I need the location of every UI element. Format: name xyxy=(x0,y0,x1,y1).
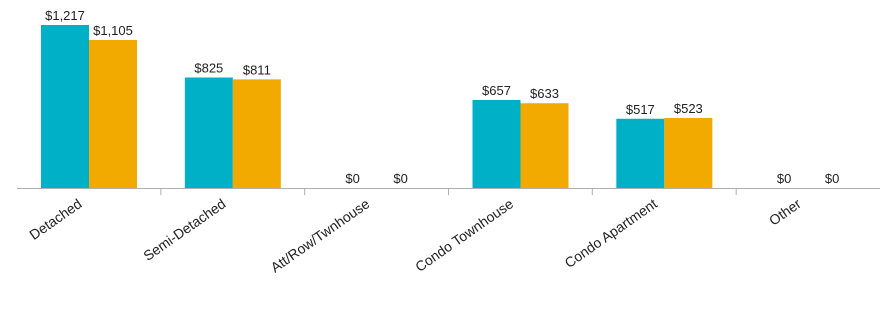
x-tick-label: Other xyxy=(766,195,804,228)
x-tick-label: Detached xyxy=(26,195,84,242)
data-label-2-2: $0 xyxy=(393,171,407,186)
bar-1-1 xyxy=(184,77,233,188)
bar-1-3 xyxy=(472,100,521,188)
data-label-2-3: $633 xyxy=(530,86,559,101)
x-tick-label: Condo Apartment xyxy=(562,195,661,271)
bar-1-0 xyxy=(41,25,89,188)
x-tick-label: Att/Row/Twnhouse xyxy=(268,195,373,275)
data-label-1-3: $657 xyxy=(482,83,511,98)
x-tick-label: Condo Townhouse xyxy=(412,195,516,275)
data-label-1-4: $517 xyxy=(626,102,655,117)
data-label-2-5: $0 xyxy=(825,171,839,186)
data-label-2-1: $811 xyxy=(243,62,271,77)
bar-2-1 xyxy=(232,79,281,188)
data-label-2-4: $523 xyxy=(674,101,703,116)
data-label-1-1: $825 xyxy=(194,61,223,76)
bar-2-4 xyxy=(664,117,713,188)
bar-2-0 xyxy=(89,40,137,188)
x-tick-label: Semi-Detached xyxy=(140,195,228,263)
bar-1-4 xyxy=(616,118,665,188)
data-label-2-0: $1,105 xyxy=(93,23,133,38)
data-label-1-0: $1,217 xyxy=(45,8,85,23)
data-label-1-5: $0 xyxy=(777,171,791,186)
data-label-1-2: $0 xyxy=(345,171,359,186)
bar-2-3 xyxy=(520,103,569,188)
